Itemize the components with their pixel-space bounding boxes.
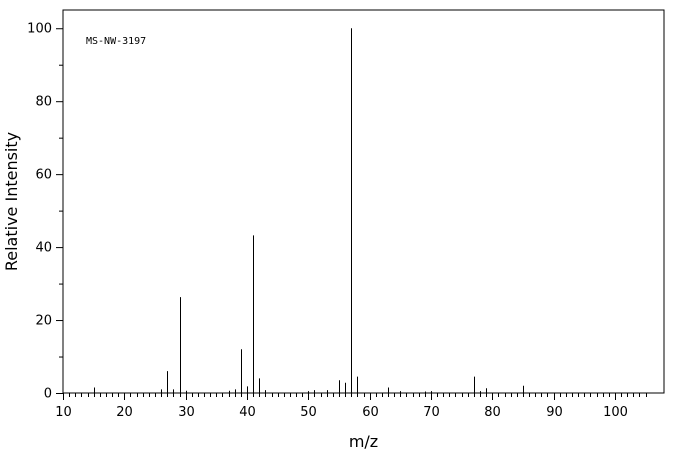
y-tick-label: 40 [35, 241, 52, 256]
x-tick-label: 40 [239, 405, 256, 420]
x-axis-ticks: 10 20 30 40 50 60 70 80 90 100 [55, 393, 647, 420]
y-tick-label: 100 [27, 22, 52, 37]
x-tick-label: 90 [546, 405, 563, 420]
x-tick-label: 20 [116, 405, 133, 420]
y-tick-label: 20 [35, 314, 52, 329]
x-axis-label: m/z [349, 432, 378, 451]
y-axis-ticks: 0 20 40 60 80 100 [27, 22, 63, 402]
chart-title: MS-NW-3197 [86, 36, 146, 47]
y-axis-label: Relative Intensity [2, 132, 21, 271]
x-tick-label: 70 [423, 405, 440, 420]
x-tick-label: 60 [362, 405, 379, 420]
x-tick-label: 100 [603, 405, 628, 420]
x-tick-label: 50 [300, 405, 317, 420]
y-tick-label: 60 [35, 168, 52, 183]
peaks-layer [94, 28, 524, 393]
y-tick-label: 80 [35, 95, 52, 110]
x-tick-label: 80 [484, 405, 501, 420]
x-tick-label: 10 [55, 405, 72, 420]
x-tick-label: 30 [178, 405, 195, 420]
y-tick-label: 0 [44, 387, 52, 402]
plot-frame [62, 9, 665, 394]
